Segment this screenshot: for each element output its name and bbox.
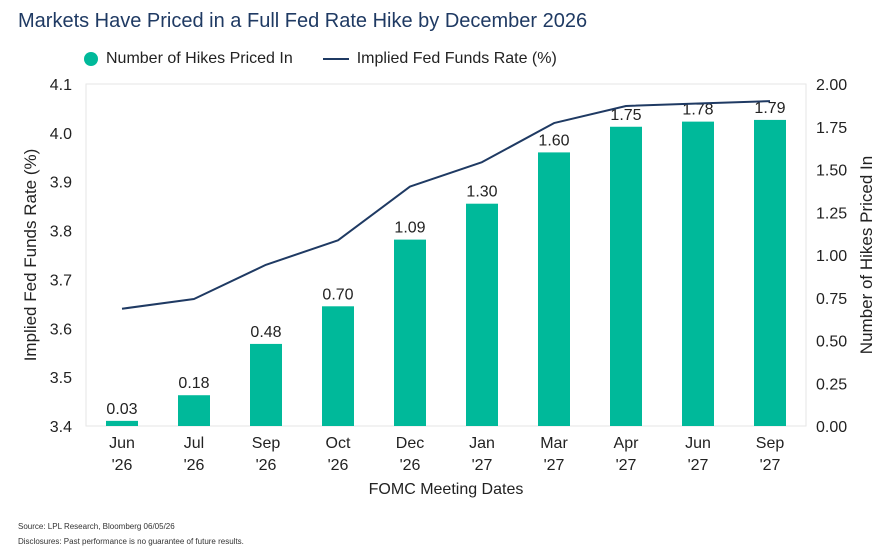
legend-item-hikes: Number of Hikes Priced In bbox=[84, 50, 293, 68]
legend: Number of Hikes Priced In Implied Fed Fu… bbox=[84, 50, 587, 68]
x-tick-label-month: Jun bbox=[685, 435, 711, 452]
bar-data-label: 1.79 bbox=[754, 100, 785, 117]
bar-data-label: 0.18 bbox=[178, 375, 209, 392]
x-tick-label-year: '26 bbox=[328, 457, 349, 474]
x-tick-label-year: '27 bbox=[472, 457, 493, 474]
y-right-tick-label: 1.75 bbox=[816, 120, 847, 137]
x-tick-label-month: Oct bbox=[326, 435, 351, 452]
bar bbox=[538, 152, 570, 426]
x-tick-label-year: '27 bbox=[616, 457, 637, 474]
bar bbox=[754, 119, 786, 426]
x-tick-label-year: '26 bbox=[400, 457, 421, 474]
bar-data-label: 1.60 bbox=[538, 132, 569, 149]
x-tick-label-month: Jun bbox=[109, 435, 135, 452]
bar-data-label: 1.09 bbox=[394, 220, 425, 237]
legend-item-rate: Implied Fed Funds Rate (%) bbox=[322, 50, 557, 68]
bar bbox=[682, 121, 714, 427]
x-tick-label-year: '26 bbox=[256, 457, 277, 474]
x-axis-title: FOMC Meeting Dates bbox=[369, 481, 524, 498]
y-right-tick-label: 1.00 bbox=[816, 248, 847, 265]
bar bbox=[322, 306, 354, 426]
y-right-tick-label: 0.25 bbox=[816, 376, 847, 393]
disclosure-note: Disclosures: Past performance is no guar… bbox=[18, 537, 244, 546]
bar bbox=[394, 239, 426, 426]
x-tick-label-month: Jul bbox=[184, 435, 204, 452]
x-tick-label-month: Sep bbox=[756, 435, 785, 452]
y-right-tick-label: 0.75 bbox=[816, 291, 847, 308]
y-left-axis-title: Implied Fed Funds Rate (%) bbox=[21, 149, 40, 362]
bar bbox=[610, 126, 642, 426]
y-left-tick-label: 3.7 bbox=[50, 272, 72, 289]
x-tick-label-year: '26 bbox=[184, 457, 205, 474]
bar-data-label: 1.78 bbox=[682, 102, 713, 119]
bar-data-label: 1.30 bbox=[466, 184, 497, 201]
y-left-tick-label: 3.5 bbox=[50, 370, 72, 387]
bar bbox=[466, 203, 498, 426]
bar bbox=[178, 395, 210, 426]
x-tick-label-month: Sep bbox=[252, 435, 281, 452]
bar bbox=[250, 343, 282, 426]
rate-line bbox=[121, 100, 771, 310]
legend-swatch-bar bbox=[84, 52, 98, 66]
x-tick-label-year: '27 bbox=[760, 457, 781, 474]
x-tick-label-month: Mar bbox=[540, 435, 568, 452]
source-note: Source: LPL Research, Bloomberg 06/05/26 bbox=[18, 522, 175, 531]
chart-title: Markets Have Priced in a Full Fed Rate H… bbox=[18, 10, 588, 32]
plot-frame bbox=[85, 83, 807, 427]
bar-data-label: 0.70 bbox=[322, 286, 353, 303]
x-tick-label-year: '27 bbox=[544, 457, 565, 474]
x-tick-label-month: Jan bbox=[469, 435, 495, 452]
bar-data-label: 1.75 bbox=[610, 107, 641, 124]
legend-label-rate: Implied Fed Funds Rate (%) bbox=[356, 50, 557, 67]
y-left-tick-label: 4.1 bbox=[50, 77, 72, 94]
y-left-tick-label: 3.4 bbox=[50, 419, 72, 436]
bar-data-label: 0.48 bbox=[250, 324, 281, 341]
y-left-tick-label: 3.6 bbox=[50, 321, 72, 338]
y-left-tick-label: 3.9 bbox=[50, 175, 72, 192]
x-tick-label-month: Dec bbox=[396, 435, 424, 452]
y-right-tick-label: 1.25 bbox=[816, 205, 847, 222]
x-tick-label-year: '27 bbox=[688, 457, 709, 474]
y-left-tick-label: 4.0 bbox=[50, 126, 72, 143]
y-right-tick-label: 0.00 bbox=[816, 419, 847, 436]
legend-swatch-line bbox=[322, 58, 349, 60]
x-tick-label-month: Apr bbox=[614, 435, 640, 452]
bar-data-label: 0.03 bbox=[106, 401, 137, 418]
legend-label-hikes: Number of Hikes Priced In bbox=[106, 50, 293, 67]
y-right-tick-label: 0.50 bbox=[816, 334, 847, 351]
y-right-axis-title: Number of Hikes Priced In bbox=[857, 156, 876, 354]
x-tick-label-year: '26 bbox=[112, 457, 133, 474]
y-left-tick-label: 3.8 bbox=[50, 224, 72, 241]
bar bbox=[106, 420, 138, 426]
y-right-tick-label: 2.00 bbox=[816, 77, 847, 94]
y-right-tick-label: 1.50 bbox=[816, 163, 847, 180]
